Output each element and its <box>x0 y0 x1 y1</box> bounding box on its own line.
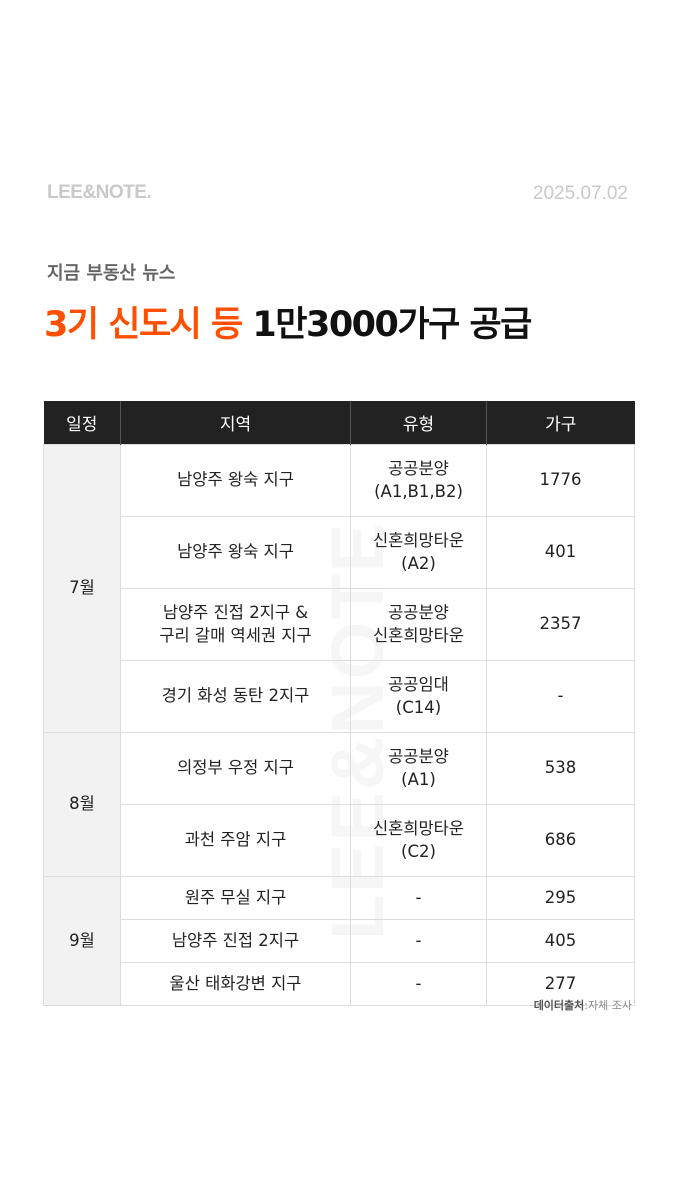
section-subtitle: 지금 부동산 뉴스 <box>47 263 176 284</box>
type-cell: 공공임대 (C14) <box>350 660 487 733</box>
month-cell: 9월 <box>43 876 121 1006</box>
source-value: 자체 조사 <box>588 999 632 1012</box>
table-row: 8월 의정부 우정 지구 공공분양 (A1) 538 <box>43 732 635 877</box>
region-cell: 경기 화성 동탄 2지구 <box>120 660 351 733</box>
source-label: 데이터출처 <box>533 999 585 1012</box>
headline-accent: 3기 신도시 등 <box>44 305 243 345</box>
brand-logo: LEE&NOTE. <box>47 182 152 203</box>
data-source: 데이터출처:자체 조사 <box>533 999 632 1012</box>
region-cell: 울산 태화강변 지구 <box>120 962 351 1006</box>
headline-rest: 1만3000가구 공급 <box>252 305 532 345</box>
units-cell: 2357 <box>486 588 635 661</box>
region-cell: 의정부 우정 지구 <box>120 732 351 805</box>
type-cell: 공공분양 (A1) <box>350 732 487 805</box>
table-row: 9월 원주 무실 지구 -295 <box>43 876 635 1006</box>
header-type: 유형 <box>350 401 487 445</box>
region-cell: 남양주 왕숙 지구 <box>120 444 351 517</box>
table-header-row: 일정 지역 유형 가구 <box>43 401 635 445</box>
type-cell: 신혼희망타운 (C2) <box>350 804 487 877</box>
publish-date: 2025.07.02 <box>532 183 628 204</box>
region-cell: 남양주 진접 2지구 & 구리 갈매 역세권 지구 <box>120 588 351 661</box>
table-row: 과천 주암 지구 신혼희망타운 (C2) 686 <box>44 804 635 877</box>
table-row: 7월 남양주 왕숙 지구 공공분양 (A1,B1,B2) 1776 <box>43 444 635 733</box>
units-cell: 538 <box>486 732 635 805</box>
units-cell: 405 <box>486 919 635 963</box>
table-row: 남양주 진접 2지구 & 구리 갈매 역세권 지구 공공분양 신혼희망타운 2357 <box>44 588 635 661</box>
units-cell: 1776 <box>486 444 635 517</box>
table-row: 남양주 왕숙 지구 신혼희망타운 (A2) 401 <box>44 516 635 589</box>
header-region: 지역 <box>120 401 351 445</box>
header-units: 가구 <box>486 401 635 445</box>
region-cell: 과천 주암 지구 <box>120 804 351 877</box>
type-cell: 공공분양 (A1,B1,B2) <box>350 444 487 517</box>
units-cell: 401 <box>486 516 635 589</box>
units-cell: 277 <box>486 962 635 1006</box>
units-cell: 686 <box>486 804 635 877</box>
units-cell: - <box>486 660 635 733</box>
headline: 3기 신도시 등 1만3000가구 공급 <box>44 296 532 347</box>
month-cell: 8월 <box>43 732 121 877</box>
table-row: 울산 태화강변 지구 -277 <box>44 962 635 1006</box>
table-body: 7월 남양주 왕숙 지구 공공분양 (A1,B1,B2) 1776 남양주 왕숙 지구 신… <box>43 444 635 1006</box>
region-cell: 원주 무실 지구 <box>120 876 351 920</box>
supply-schedule-table: 일정 지역 유형 가구 7월 남양주 왕숙 지구 공공분양 (A1,B1,B2) 17… <box>43 401 635 1006</box>
month-cell: 7월 <box>43 444 121 733</box>
type-cell: - <box>350 876 487 920</box>
type-cell: 신혼희망타운 (A2) <box>350 516 487 589</box>
region-cell: 남양주 진접 2지구 <box>120 919 351 963</box>
units-cell: 295 <box>486 876 635 920</box>
type-cell: 공공분양 신혼희망타운 <box>350 588 487 661</box>
region-cell: 남양주 왕숙 지구 <box>120 516 351 589</box>
table-row: 경기 화성 동탄 2지구 공공임대 (C14) - <box>44 660 635 733</box>
type-cell: - <box>350 919 487 963</box>
table-row: 남양주 진접 2지구 -405 <box>44 919 635 963</box>
header-schedule: 일정 <box>43 401 121 445</box>
type-cell: - <box>350 962 487 1006</box>
